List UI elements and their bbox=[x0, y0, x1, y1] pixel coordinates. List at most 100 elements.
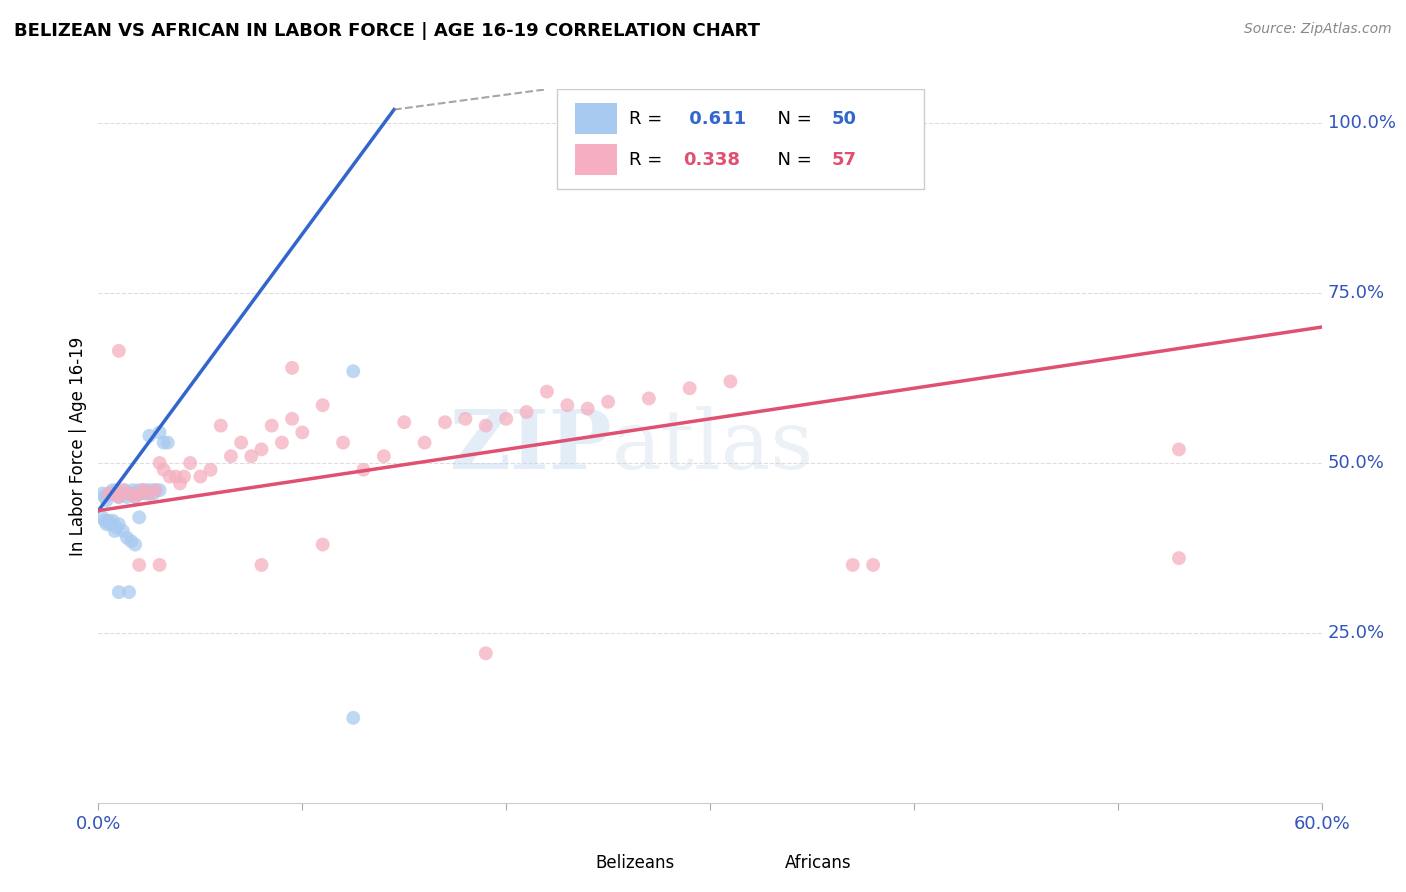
Point bbox=[91, 486, 114, 500]
Text: Africans: Africans bbox=[785, 855, 851, 872]
Point bbox=[862, 558, 884, 572]
Point bbox=[124, 537, 146, 551]
Point bbox=[149, 483, 172, 498]
Text: 100.0%: 100.0% bbox=[1327, 114, 1396, 132]
Point bbox=[101, 514, 124, 528]
Point bbox=[104, 486, 127, 500]
Point bbox=[136, 483, 159, 498]
Point bbox=[118, 486, 141, 500]
Point bbox=[188, 469, 212, 483]
FancyBboxPatch shape bbox=[557, 89, 924, 189]
Text: ZIP: ZIP bbox=[450, 406, 612, 486]
Text: R =: R = bbox=[630, 110, 668, 128]
Point bbox=[105, 520, 128, 534]
Point bbox=[141, 483, 163, 498]
Point bbox=[100, 517, 122, 532]
Point bbox=[134, 486, 156, 500]
Point bbox=[128, 558, 150, 572]
Point bbox=[219, 449, 242, 463]
Point bbox=[281, 360, 304, 375]
Point bbox=[97, 486, 120, 500]
Point bbox=[118, 585, 141, 599]
Point bbox=[96, 517, 118, 532]
Point bbox=[118, 486, 141, 500]
Point bbox=[111, 483, 134, 498]
Point bbox=[332, 435, 354, 450]
Text: N =: N = bbox=[766, 151, 818, 169]
Point bbox=[159, 469, 181, 483]
Point bbox=[173, 469, 195, 483]
Point bbox=[342, 711, 364, 725]
Point bbox=[149, 558, 172, 572]
Point bbox=[97, 486, 120, 500]
Point bbox=[156, 435, 179, 450]
Point bbox=[291, 425, 314, 440]
Y-axis label: In Labor Force | Age 16-19: In Labor Force | Age 16-19 bbox=[69, 336, 87, 556]
Point bbox=[231, 435, 253, 450]
Point bbox=[495, 412, 517, 426]
Point bbox=[145, 483, 167, 498]
Point bbox=[474, 646, 498, 660]
Point bbox=[149, 425, 172, 440]
Point bbox=[93, 514, 115, 528]
Point bbox=[516, 405, 538, 419]
Point bbox=[679, 381, 702, 395]
Point bbox=[124, 490, 146, 504]
Point bbox=[120, 486, 142, 500]
Point bbox=[108, 343, 131, 358]
Point bbox=[240, 449, 263, 463]
Point bbox=[108, 490, 131, 504]
Point bbox=[111, 486, 134, 500]
FancyBboxPatch shape bbox=[575, 144, 617, 175]
Point bbox=[127, 486, 149, 500]
Point bbox=[454, 412, 477, 426]
Point bbox=[138, 429, 160, 443]
Point bbox=[114, 483, 136, 498]
Text: 57: 57 bbox=[831, 151, 856, 169]
Point bbox=[200, 463, 222, 477]
Point bbox=[250, 442, 273, 457]
Point bbox=[110, 486, 132, 500]
Point bbox=[108, 517, 131, 532]
Point bbox=[128, 486, 150, 500]
Text: Belizeans: Belizeans bbox=[595, 855, 675, 872]
Point bbox=[1167, 442, 1189, 457]
Point bbox=[124, 490, 146, 504]
Point bbox=[1167, 551, 1189, 566]
Text: N =: N = bbox=[766, 110, 818, 128]
Point bbox=[169, 476, 191, 491]
Point bbox=[281, 412, 304, 426]
Point bbox=[104, 486, 127, 500]
Point bbox=[312, 398, 335, 412]
Point bbox=[96, 493, 118, 508]
Point bbox=[152, 435, 174, 450]
Point bbox=[115, 531, 138, 545]
Point bbox=[105, 483, 128, 498]
Point bbox=[637, 392, 661, 406]
Point bbox=[93, 490, 115, 504]
Point bbox=[97, 514, 120, 528]
FancyBboxPatch shape bbox=[738, 849, 778, 878]
Point bbox=[434, 415, 457, 429]
Point bbox=[392, 415, 416, 429]
Text: atlas: atlas bbox=[612, 406, 814, 486]
Text: R =: R = bbox=[630, 151, 668, 169]
Text: 0.338: 0.338 bbox=[683, 151, 740, 169]
Point bbox=[129, 486, 152, 500]
Text: Source: ZipAtlas.com: Source: ZipAtlas.com bbox=[1244, 22, 1392, 37]
Point bbox=[100, 486, 122, 500]
Point bbox=[138, 486, 160, 500]
Point bbox=[841, 558, 863, 572]
Point bbox=[128, 483, 150, 498]
Point bbox=[108, 585, 131, 599]
Point bbox=[115, 490, 138, 504]
Point bbox=[474, 418, 498, 433]
Point bbox=[312, 537, 335, 551]
Point bbox=[108, 490, 131, 504]
Point bbox=[536, 384, 558, 399]
Point bbox=[120, 534, 142, 549]
Point bbox=[138, 486, 160, 500]
Point bbox=[270, 435, 294, 450]
Point bbox=[250, 558, 273, 572]
Point bbox=[101, 483, 124, 498]
